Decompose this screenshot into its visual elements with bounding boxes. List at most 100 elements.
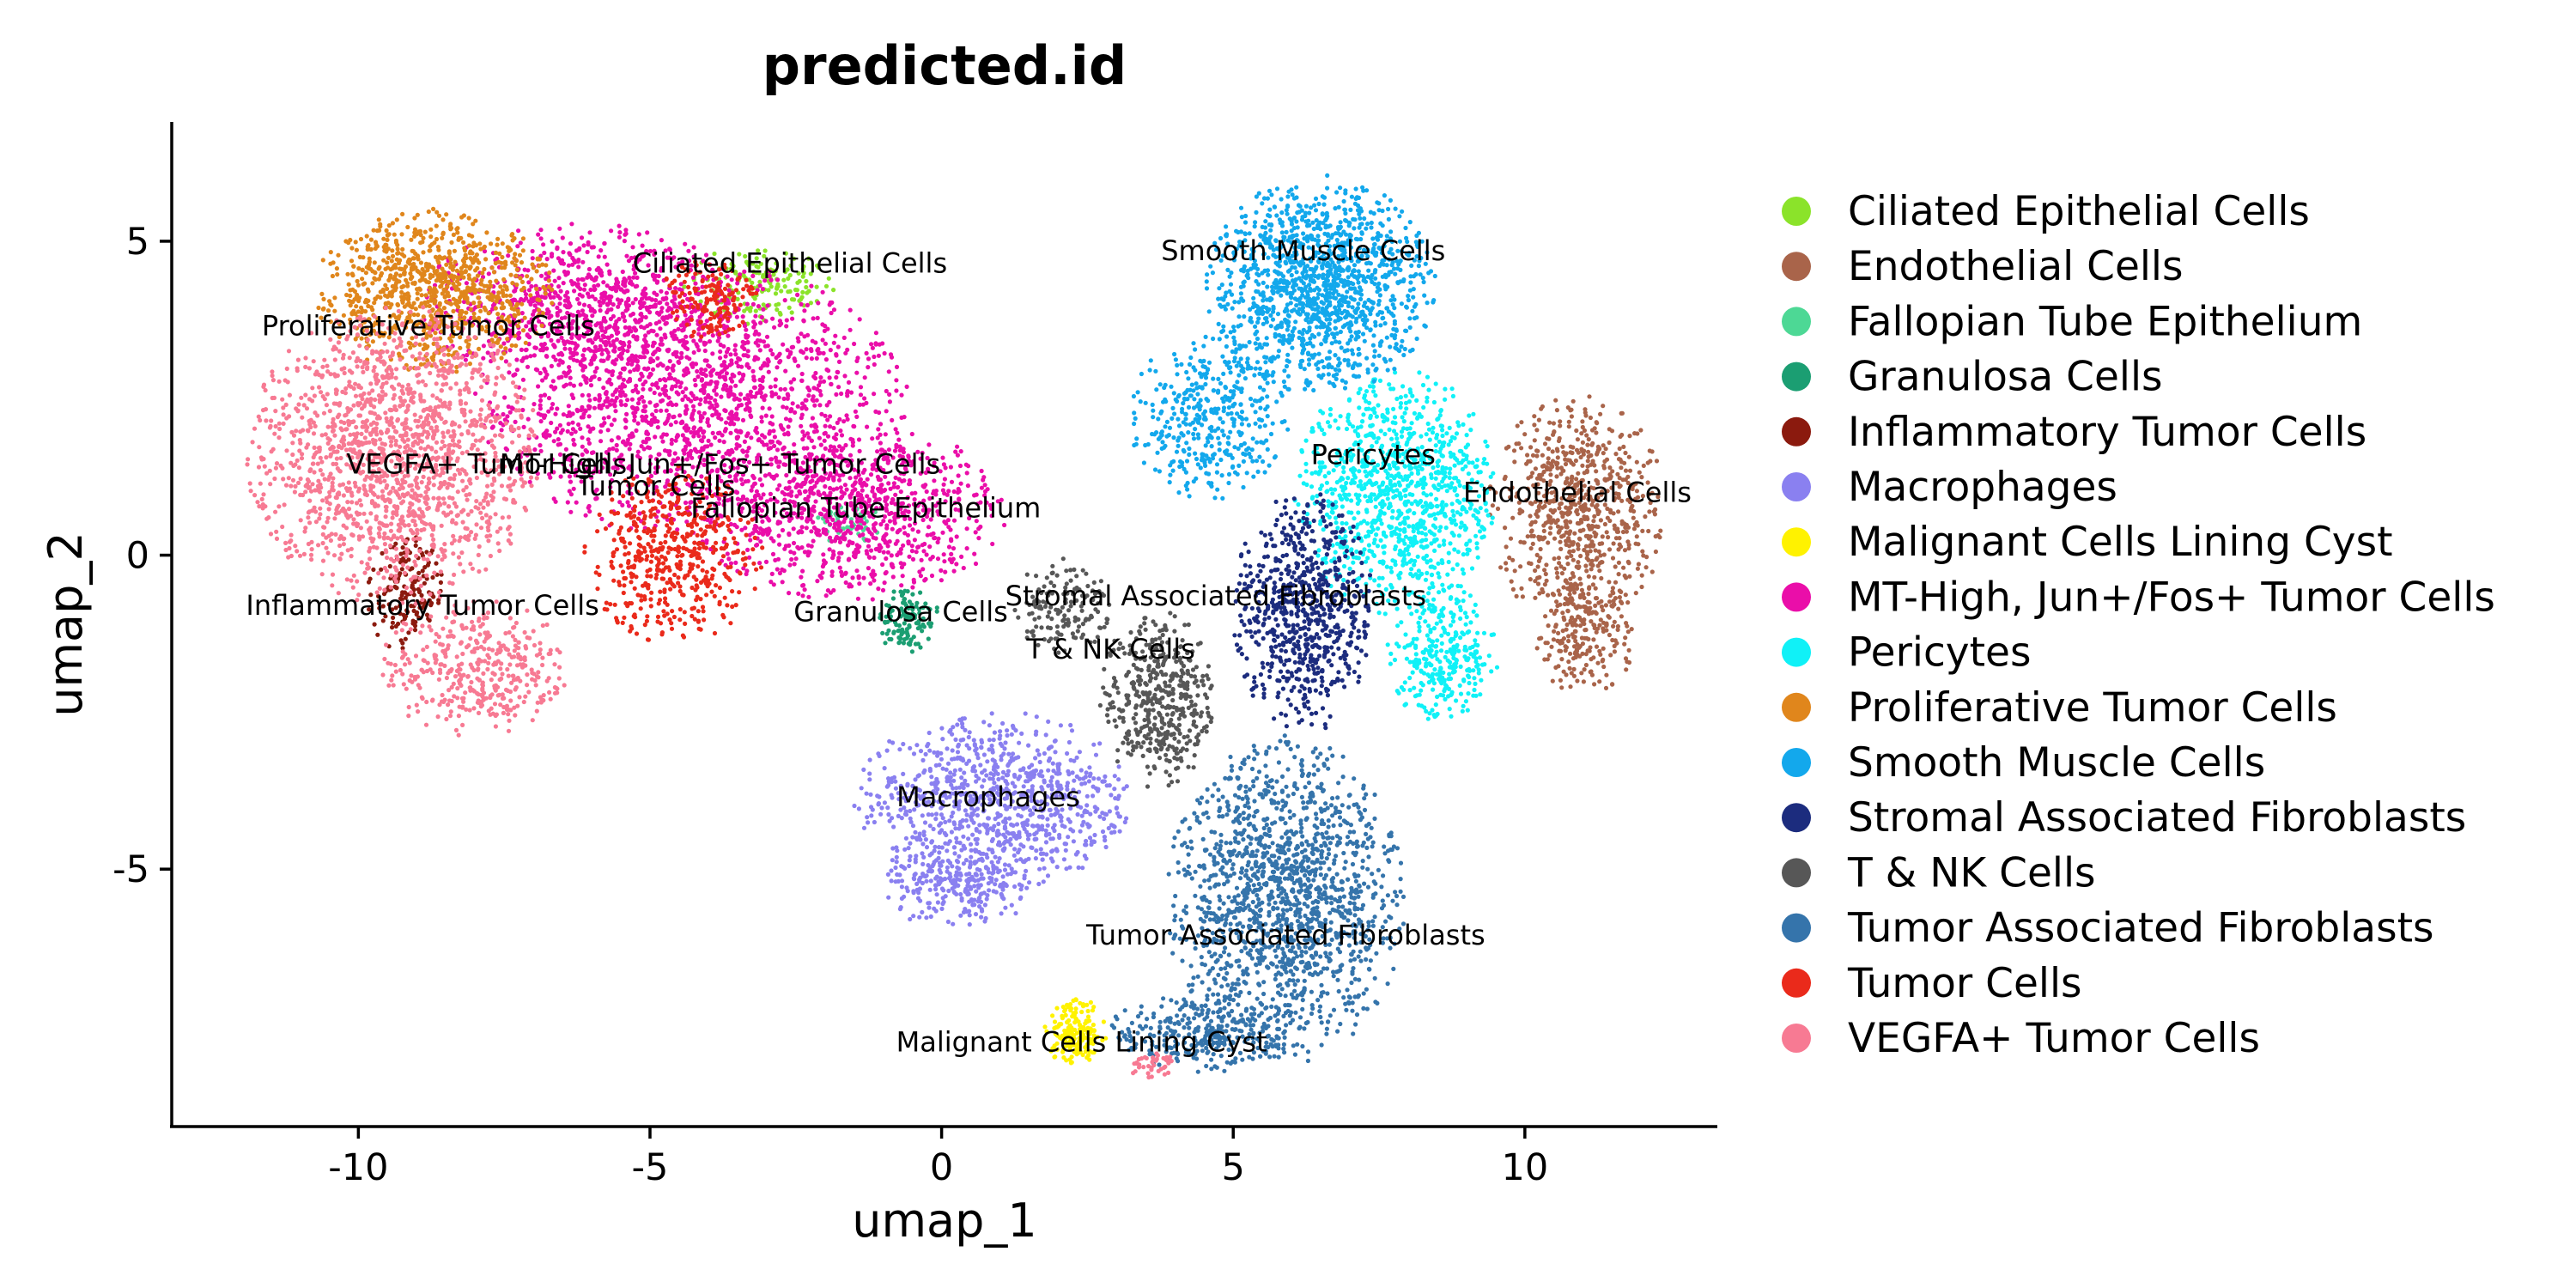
point <box>969 854 974 860</box>
point <box>967 922 972 927</box>
point <box>614 357 619 362</box>
point <box>778 422 783 428</box>
point <box>1005 762 1011 769</box>
point <box>880 630 885 636</box>
point <box>1005 732 1010 738</box>
point <box>971 738 976 743</box>
point <box>763 270 769 275</box>
point <box>1045 817 1050 822</box>
point <box>1561 533 1566 538</box>
point <box>701 383 706 388</box>
point <box>1008 842 1013 848</box>
point <box>1599 489 1605 495</box>
point <box>943 841 948 846</box>
point <box>1544 562 1549 568</box>
point <box>557 358 562 363</box>
point <box>800 350 806 355</box>
point <box>989 711 994 716</box>
point <box>800 289 805 295</box>
point <box>920 757 926 763</box>
point <box>677 384 683 390</box>
point <box>819 411 824 416</box>
point <box>939 828 945 833</box>
point <box>776 301 781 307</box>
point <box>635 390 641 395</box>
point <box>1504 567 1509 572</box>
point <box>811 538 816 544</box>
point <box>738 403 744 408</box>
point <box>971 820 976 825</box>
point <box>1593 610 1598 615</box>
point <box>865 815 870 820</box>
point <box>611 392 616 398</box>
point <box>886 895 891 900</box>
point <box>981 475 987 480</box>
point <box>734 360 739 365</box>
point <box>761 273 766 278</box>
point <box>918 749 924 754</box>
point <box>1626 647 1631 653</box>
point <box>1574 447 1580 453</box>
point <box>1620 529 1626 535</box>
point <box>1623 468 1629 473</box>
point <box>701 430 706 435</box>
point <box>1570 623 1576 628</box>
point <box>1050 1013 1055 1018</box>
point <box>855 355 860 361</box>
point <box>929 839 935 844</box>
point <box>619 390 624 395</box>
point <box>372 622 377 627</box>
point <box>908 841 913 846</box>
point <box>1060 1016 1065 1021</box>
point <box>1573 605 1578 610</box>
point <box>641 355 647 360</box>
point <box>578 382 583 387</box>
point <box>1617 446 1622 452</box>
point <box>848 307 853 313</box>
point <box>853 409 859 414</box>
point <box>973 912 979 917</box>
point <box>757 348 762 353</box>
point <box>713 398 718 403</box>
point <box>873 331 879 336</box>
point <box>1601 646 1606 651</box>
point <box>666 412 671 418</box>
point <box>1566 659 1571 665</box>
point <box>1556 664 1561 669</box>
point <box>821 350 826 355</box>
point <box>1046 719 1051 725</box>
point <box>642 366 647 371</box>
point <box>1060 823 1065 829</box>
point <box>1593 596 1599 601</box>
point <box>1504 446 1509 451</box>
point <box>732 397 737 402</box>
point <box>932 536 937 541</box>
point <box>911 890 916 896</box>
point <box>841 335 847 340</box>
point <box>1577 595 1583 600</box>
point <box>599 516 605 522</box>
point <box>1531 483 1536 489</box>
point <box>1627 468 1633 473</box>
point <box>1504 561 1509 566</box>
point <box>918 574 923 579</box>
point <box>900 574 905 579</box>
point <box>760 287 766 292</box>
point <box>764 334 770 339</box>
point <box>605 396 611 401</box>
point <box>1543 493 1548 498</box>
point <box>667 359 672 364</box>
point <box>966 734 971 740</box>
point <box>1618 434 1623 439</box>
point <box>538 406 544 411</box>
point <box>1612 649 1617 654</box>
point <box>808 347 814 352</box>
point <box>884 388 889 394</box>
point <box>784 405 789 410</box>
point <box>609 438 615 443</box>
point <box>983 823 988 829</box>
point <box>1608 653 1613 658</box>
point <box>1595 511 1601 517</box>
point <box>804 284 809 290</box>
point <box>1088 771 1093 776</box>
